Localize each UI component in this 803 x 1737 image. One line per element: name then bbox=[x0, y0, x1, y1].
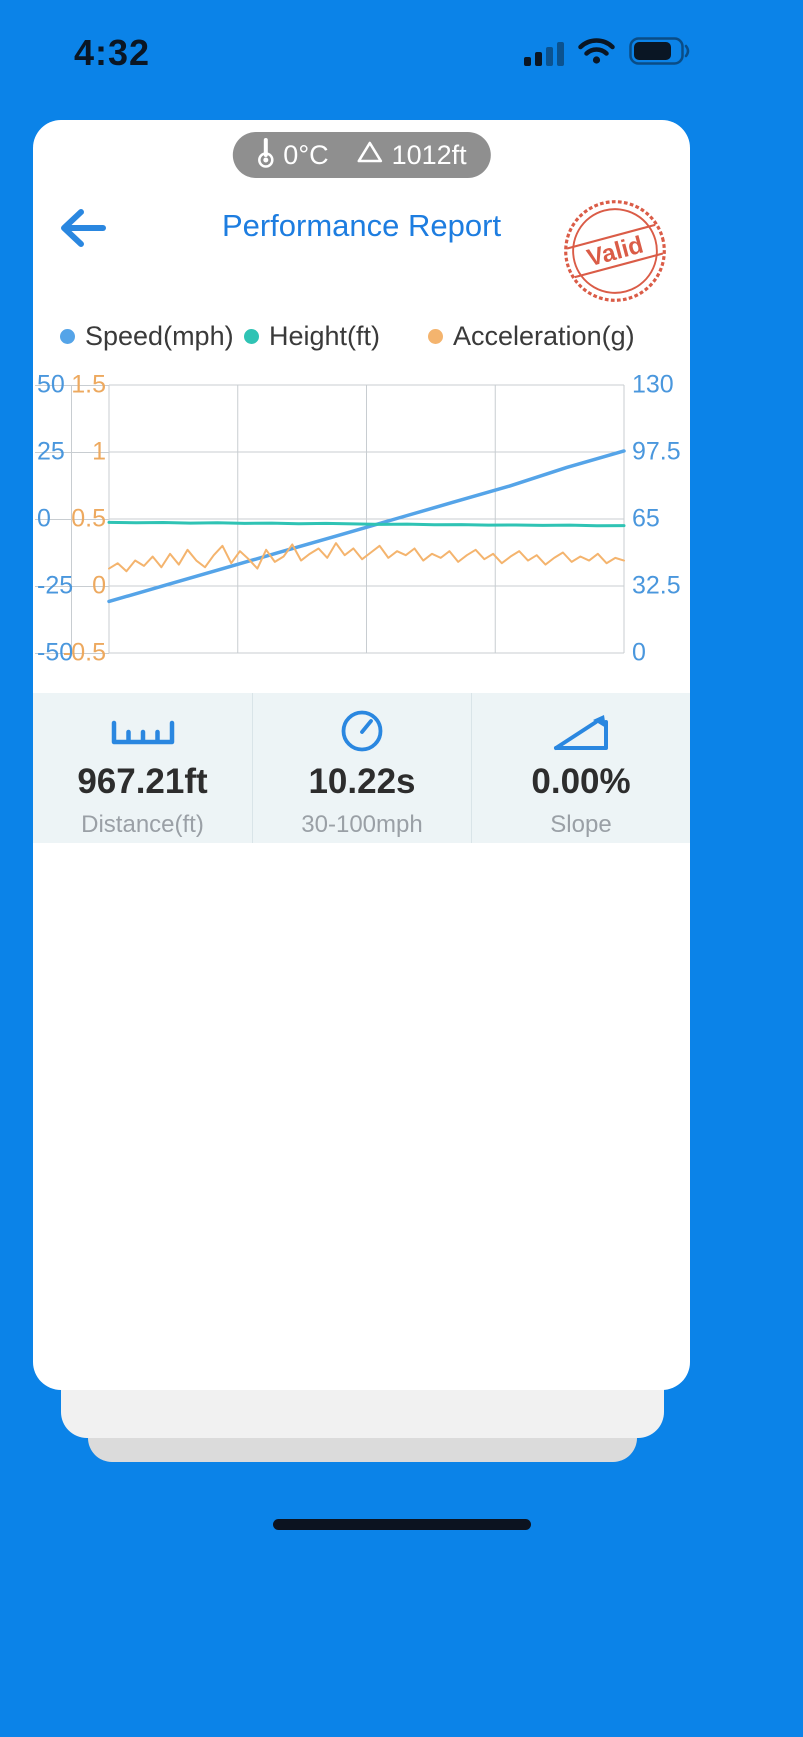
legend-item-height: Height(ft) bbox=[244, 321, 428, 352]
environment-badge: 0°C 1012ft bbox=[232, 132, 491, 178]
wifi-icon bbox=[578, 37, 615, 69]
ruler-icon bbox=[110, 709, 176, 753]
chart-legend: Speed(mph) Height(ft) Acceleration(g) bbox=[60, 320, 680, 352]
gauge-icon bbox=[339, 709, 385, 753]
legend-label-speed: Speed(mph) bbox=[85, 320, 234, 351]
axis-tick: 25 bbox=[37, 437, 65, 466]
axis-tick: 0.5 bbox=[71, 504, 106, 533]
axis-left-inner: 1.5 1 0.5 0 -0.5 bbox=[63, 372, 109, 665]
cellular-signal-icon bbox=[524, 40, 564, 66]
home-indicator[interactable] bbox=[272, 1519, 531, 1530]
axis-tick: -25 bbox=[37, 571, 74, 600]
temperature-value: 0°C bbox=[283, 139, 329, 170]
axis-tick: 32.5 bbox=[632, 571, 681, 600]
axis-tickline bbox=[35, 586, 109, 587]
axis-tick: 0 bbox=[37, 504, 51, 533]
axis-tick: 50 bbox=[37, 370, 65, 399]
stat-time-30-100: 10.22s 30-100mph bbox=[252, 693, 471, 843]
legend-dot-speed bbox=[60, 328, 75, 344]
clock: 4:32 bbox=[74, 32, 151, 73]
performance-report-card: 0°C 1012ft Performance Report Valid Spee… bbox=[33, 120, 690, 1390]
axis-tick: 1 bbox=[92, 437, 106, 466]
altitude-icon bbox=[357, 140, 383, 171]
axis-tickline bbox=[35, 519, 109, 520]
legend-label-height: Height(ft) bbox=[269, 320, 381, 351]
axis-right: 130 97.5 65 32.5 0 bbox=[624, 372, 690, 665]
axis-tick: 97.5 bbox=[632, 437, 681, 466]
battery-icon bbox=[629, 36, 691, 70]
legend-item-speed: Speed(mph) bbox=[60, 321, 244, 352]
distance-label: Distance(ft) bbox=[81, 811, 204, 838]
slope-value: 0.00% bbox=[531, 762, 631, 801]
slope-icon bbox=[552, 709, 610, 753]
axis-tickline bbox=[35, 385, 109, 386]
axis-tick: 130 bbox=[632, 370, 674, 399]
series-line-height-ft- bbox=[109, 522, 624, 525]
legend-item-acceleration: Acceleration(g) bbox=[428, 321, 635, 352]
axis-tick: 65 bbox=[632, 504, 660, 533]
time-label: 30-100mph bbox=[301, 811, 423, 838]
page-title: Performance Report bbox=[221, 208, 502, 243]
distance-value: 967.21ft bbox=[77, 762, 208, 801]
stats-row: 967.21ft Distance(ft) 10.22s 30-100mph bbox=[33, 693, 690, 843]
legend-dot-height bbox=[244, 328, 259, 344]
axis-gutter: 50 25 0 -25 -50 1.5 1 0.5 0 -0.5 bbox=[35, 372, 109, 665]
series-line-speed-mph- bbox=[109, 451, 624, 601]
altitude-value: 1012ft bbox=[391, 139, 467, 170]
legend-label-acceleration: Acceleration(g) bbox=[453, 320, 635, 351]
axis-tickline bbox=[35, 653, 109, 654]
stat-distance: 967.21ft Distance(ft) bbox=[33, 693, 252, 843]
thermometer-icon bbox=[256, 135, 274, 176]
axis-tick: 1.5 bbox=[71, 370, 106, 399]
status-bar: 4:32 bbox=[0, 0, 803, 92]
valid-stamp: Valid bbox=[550, 186, 680, 316]
axis-tick: -50 bbox=[37, 638, 74, 667]
performance-chart: 50 25 0 -25 -50 1.5 1 0.5 0 -0.5 130 97.5 65 32.5 0 bbox=[35, 372, 690, 665]
series-line-acceleration-g- bbox=[109, 543, 624, 571]
slope-label: Slope bbox=[550, 811, 612, 838]
stat-slope: 0.00% Slope bbox=[471, 693, 690, 843]
legend-dot-acceleration bbox=[428, 328, 443, 344]
time-value: 10.22s bbox=[308, 762, 416, 801]
status-icons bbox=[524, 36, 691, 70]
back-button[interactable] bbox=[55, 208, 107, 248]
axis-tick: 0 bbox=[92, 571, 106, 600]
axis-tickline bbox=[35, 452, 109, 453]
chart-plot bbox=[109, 385, 624, 653]
axis-left-outer: 50 25 0 -25 -50 bbox=[35, 372, 74, 665]
axis-tick: -0.5 bbox=[62, 638, 106, 667]
axis-tick: 0 bbox=[632, 638, 646, 667]
